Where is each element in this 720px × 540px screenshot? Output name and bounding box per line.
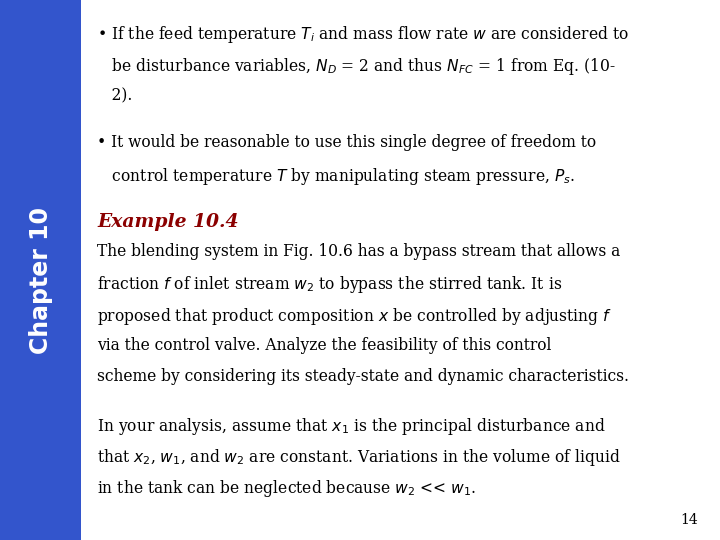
Text: in the tank can be neglected because $w_2$ << $w_1$.: in the tank can be neglected because $w_…: [97, 478, 477, 500]
Text: • If the feed temperature $T_i$ and mass flow rate $w$ are considered to: • If the feed temperature $T_i$ and mass…: [97, 24, 629, 45]
Text: 14: 14: [680, 512, 698, 526]
Text: that $x_2$, $w_1$, and $w_2$ are constant. Variations in the volume of liquid: that $x_2$, $w_1$, and $w_2$ are constan…: [97, 447, 621, 468]
Text: Example 10.4: Example 10.4: [97, 213, 239, 231]
Text: In your analysis, assume that $x_1$ is the principal disturbance and: In your analysis, assume that $x_1$ is t…: [97, 416, 606, 437]
Text: control temperature $T$ by manipulating steam pressure, $P_s$.: control temperature $T$ by manipulating …: [97, 166, 575, 187]
Text: proposed that product composition $x$ be controlled by adjusting $f$: proposed that product composition $x$ be…: [97, 306, 613, 327]
Text: fraction $f$ of inlet stream $w_2$ to bypass the stirred tank. It is: fraction $f$ of inlet stream $w_2$ to by…: [97, 274, 562, 295]
Text: 2).: 2).: [97, 87, 132, 104]
Text: scheme by considering its steady-state and dynamic characteristics.: scheme by considering its steady-state a…: [97, 368, 629, 385]
Text: via the control valve. Analyze the feasibility of this control: via the control valve. Analyze the feasi…: [97, 337, 552, 354]
Bar: [0, 0, 81, 540]
Text: be disturbance variables, $N_D$ = 2 and thus $N_{FC}$ = 1 from Eq. (10-: be disturbance variables, $N_D$ = 2 and …: [97, 56, 616, 77]
Text: Chapter 10: Chapter 10: [29, 207, 53, 354]
Text: • It would be reasonable to use this single degree of freedom to: • It would be reasonable to use this sin…: [97, 134, 596, 151]
Text: The blending system in Fig. 10.6 has a bypass stream that allows a: The blending system in Fig. 10.6 has a b…: [97, 243, 621, 260]
